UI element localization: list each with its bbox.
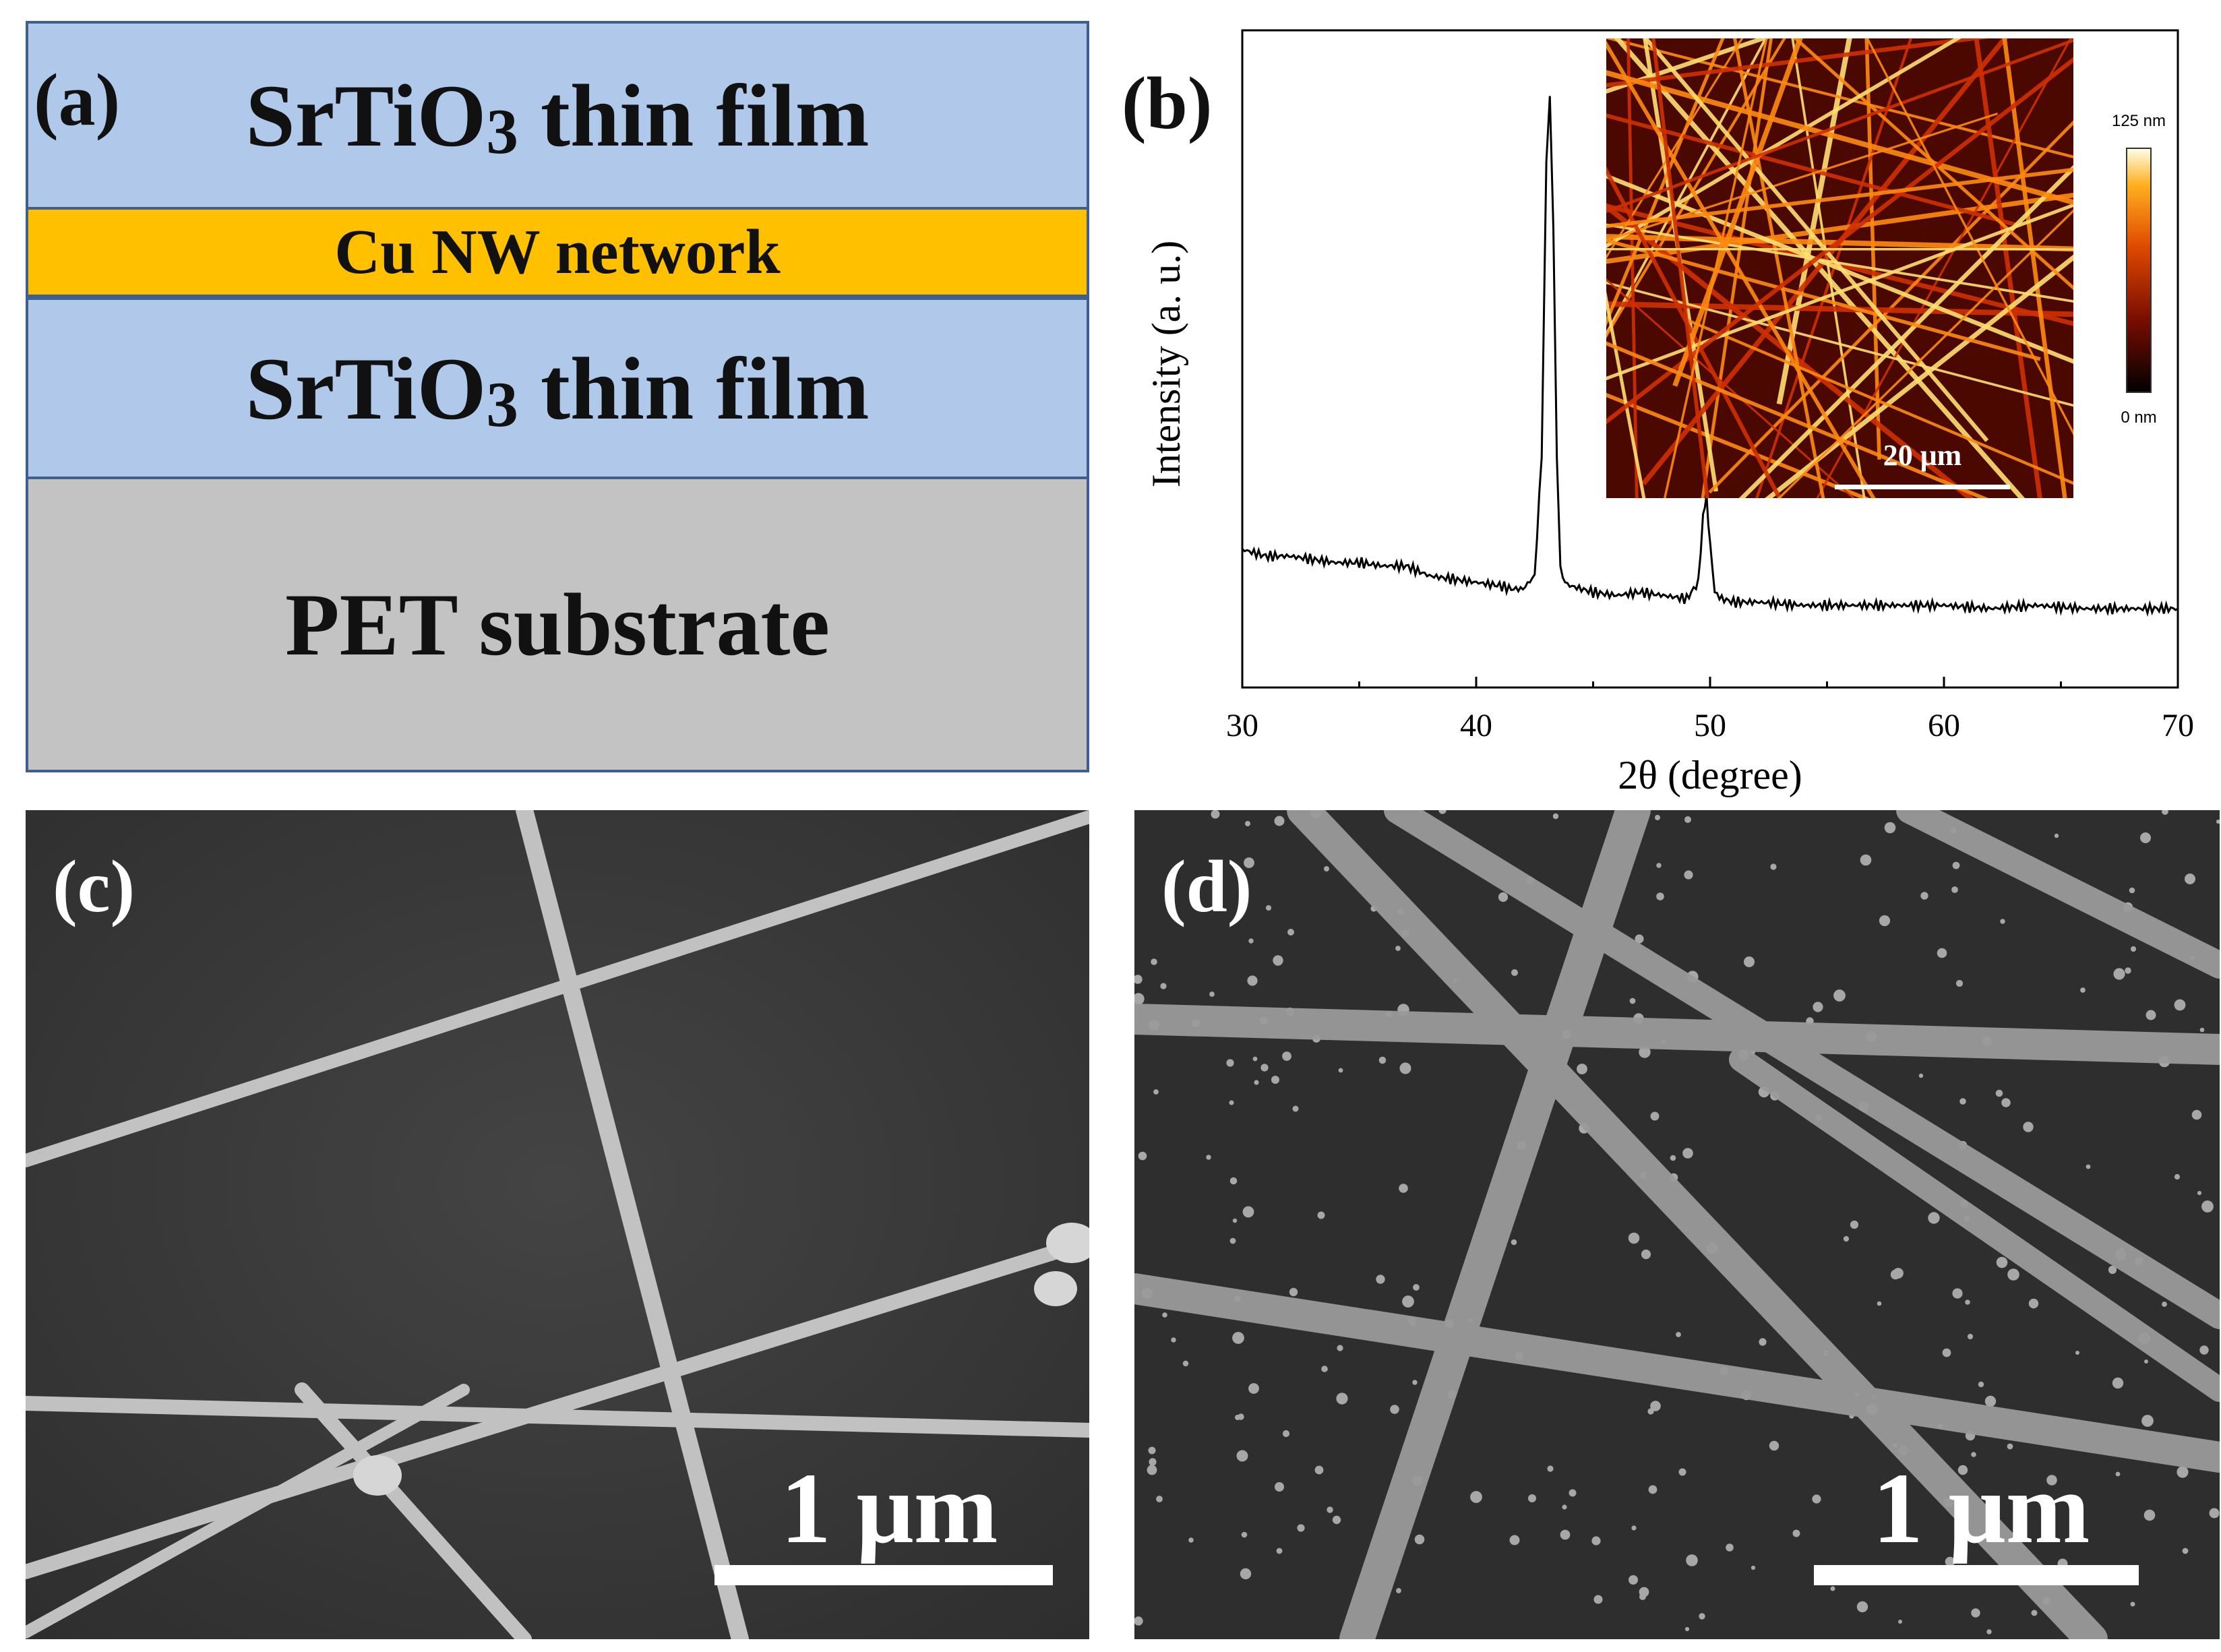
layer-stack-schematic: SrTiO3 thin film Cu NW network SrTiO3 th… — [26, 21, 1089, 772]
x-tick-label: 70 — [2162, 708, 2194, 743]
panel-a-label: (a) — [34, 59, 121, 141]
afm-scale-bar — [1835, 485, 2010, 489]
sem-image-c: (c) 1 μm — [26, 810, 1089, 1639]
x-tick-label: 60 — [1928, 708, 1960, 743]
sem-c-scale-bar — [714, 1565, 1053, 1585]
sem-nanowires-c — [26, 810, 1089, 1639]
x-tick-label: 30 — [1226, 708, 1258, 743]
xrd-chart-panel: 30 40 50 60 70 2θ (degree) Intensity (a. u.)… — [1105, 0, 2221, 809]
colorbar-max-label: 125 nm — [2112, 112, 2166, 130]
x-tick-label: 40 — [1460, 708, 1492, 743]
panel-c-label: (c) — [53, 845, 135, 927]
pet-substrate-layer: PET substrate — [28, 477, 1087, 770]
srtio3-bottom-layer: SrTiO3 thin film — [28, 297, 1087, 477]
x-axis-label: 2θ (degree) — [1618, 753, 1802, 797]
sem-nanowires-d — [1134, 810, 2220, 1639]
afm-inset: 20 μm — [1606, 38, 2073, 498]
x-axis-ticks: 30 40 50 60 70 — [1226, 677, 2194, 743]
afm-scale-label: 20 μm — [1883, 439, 1962, 472]
panel-b-label: (b) — [1122, 62, 1213, 144]
afm-nanowire-image — [1606, 38, 2073, 498]
cu-nw-network-layer: Cu NW network — [28, 207, 1087, 297]
colorbar-min-label: 0 nm — [2121, 408, 2156, 427]
panel-d-label: (d) — [1161, 845, 1252, 927]
sem-d-scale-bar — [1814, 1565, 2139, 1585]
sem-c-scale-label: 1 μm — [781, 1452, 998, 1564]
x-tick-label: 50 — [1694, 708, 1726, 743]
y-axis-label: Intensity (a. u.) — [1144, 241, 1188, 488]
sem-image-d: (d) 1 μm — [1134, 810, 2220, 1639]
xrd-pattern-line — [1241, 96, 2179, 617]
sem-d-scale-label: 1 μm — [1873, 1452, 2090, 1564]
afm-colorbar — [2126, 148, 2152, 393]
xrd-chart: 30 40 50 60 70 2θ (degree) Intensity (a. u.)… — [1144, 29, 2194, 797]
srtio3-top-layer: SrTiO3 thin film — [28, 24, 1087, 207]
